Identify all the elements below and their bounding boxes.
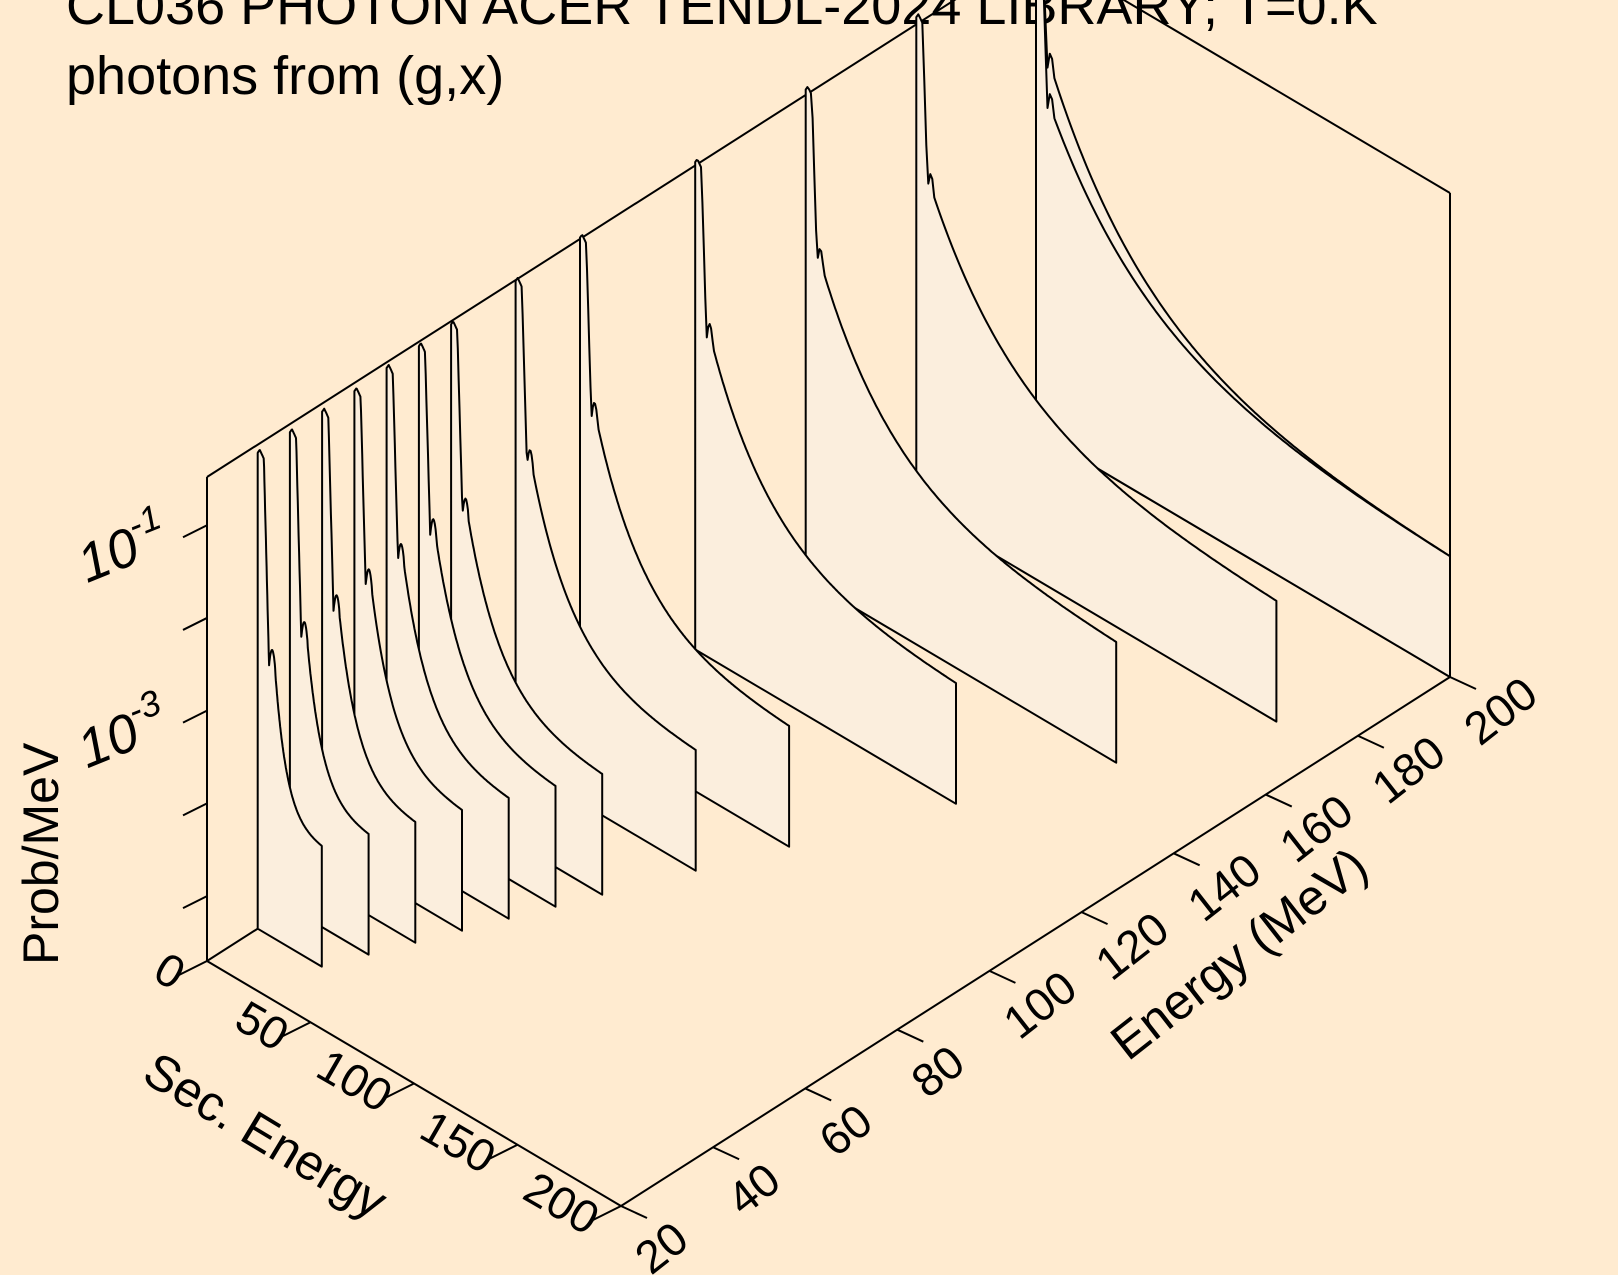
x-tick-label-100: 100 (309, 1039, 401, 1122)
y-tick-80 (896, 1028, 924, 1043)
y-tick-20 (620, 1205, 648, 1219)
y-tick-60 (804, 1087, 832, 1102)
spectrum-series-8 (514, 277, 697, 872)
z-tick--3 (182, 709, 208, 724)
z-tick--5 (182, 895, 208, 909)
y-tick-160 (1265, 793, 1293, 808)
spectrum-series-11 (804, 86, 1118, 764)
y-tick-label-80: 80 (901, 1035, 973, 1107)
y-tick-200 (1449, 676, 1477, 690)
x-tick-0 (178, 960, 208, 976)
y-tick-label-180: 180 (1362, 725, 1454, 813)
chart-title-line1: CL036 PHOTON ACER TENDL-2024 LIBRARY; T=… (66, 0, 1378, 36)
spectrum-series-12 (915, 13, 1278, 723)
y-tick-label-60: 60 (809, 1094, 881, 1166)
top-right-edge (1121, 0, 1451, 194)
z-tick--2 (182, 617, 208, 631)
x-tick-150 (489, 1143, 518, 1160)
y-tick-label-40: 40 (717, 1153, 789, 1225)
spectrum-series-9 (579, 234, 791, 848)
x-tick-200 (592, 1205, 622, 1221)
spectrum-series-1 (256, 449, 323, 968)
y-tick-label-20: 20 (625, 1211, 697, 1275)
z-tick-label--1: 10-1 (66, 496, 177, 594)
axis-ticks (178, 524, 1477, 1221)
x-tick-label-200: 200 (516, 1161, 608, 1244)
y-tick-label-200: 200 (1454, 667, 1546, 755)
top-back-edge (206, 0, 957, 478)
z-tick--4 (182, 802, 208, 817)
y-tick-label-100: 100 (994, 961, 1086, 1049)
chart-title-line2: photons from (g,x) (66, 46, 505, 106)
y-axis-line (620, 676, 1451, 1207)
x-tick-label-50: 50 (227, 990, 297, 1061)
z-tick-label--3: 10-3 (66, 681, 177, 779)
x-tick-50 (282, 1021, 311, 1038)
x-tick-label-150: 150 (412, 1100, 504, 1183)
spectra-curves (256, 0, 1451, 968)
y-tick-140 (1173, 852, 1201, 867)
y-tick-120 (1081, 911, 1108, 926)
y-tick-180 (1357, 734, 1385, 749)
y-tick-100 (989, 969, 1016, 984)
y-tick-40 (712, 1146, 740, 1161)
z-axis-label: Prob/MeV (13, 742, 69, 965)
spectrum-series-13 (1035, 0, 1451, 678)
spectrum-series-2 (288, 428, 370, 956)
spectrum-series-10 (694, 159, 957, 805)
z-tick--1 (182, 524, 208, 539)
x-tick-100 (385, 1082, 415, 1099)
